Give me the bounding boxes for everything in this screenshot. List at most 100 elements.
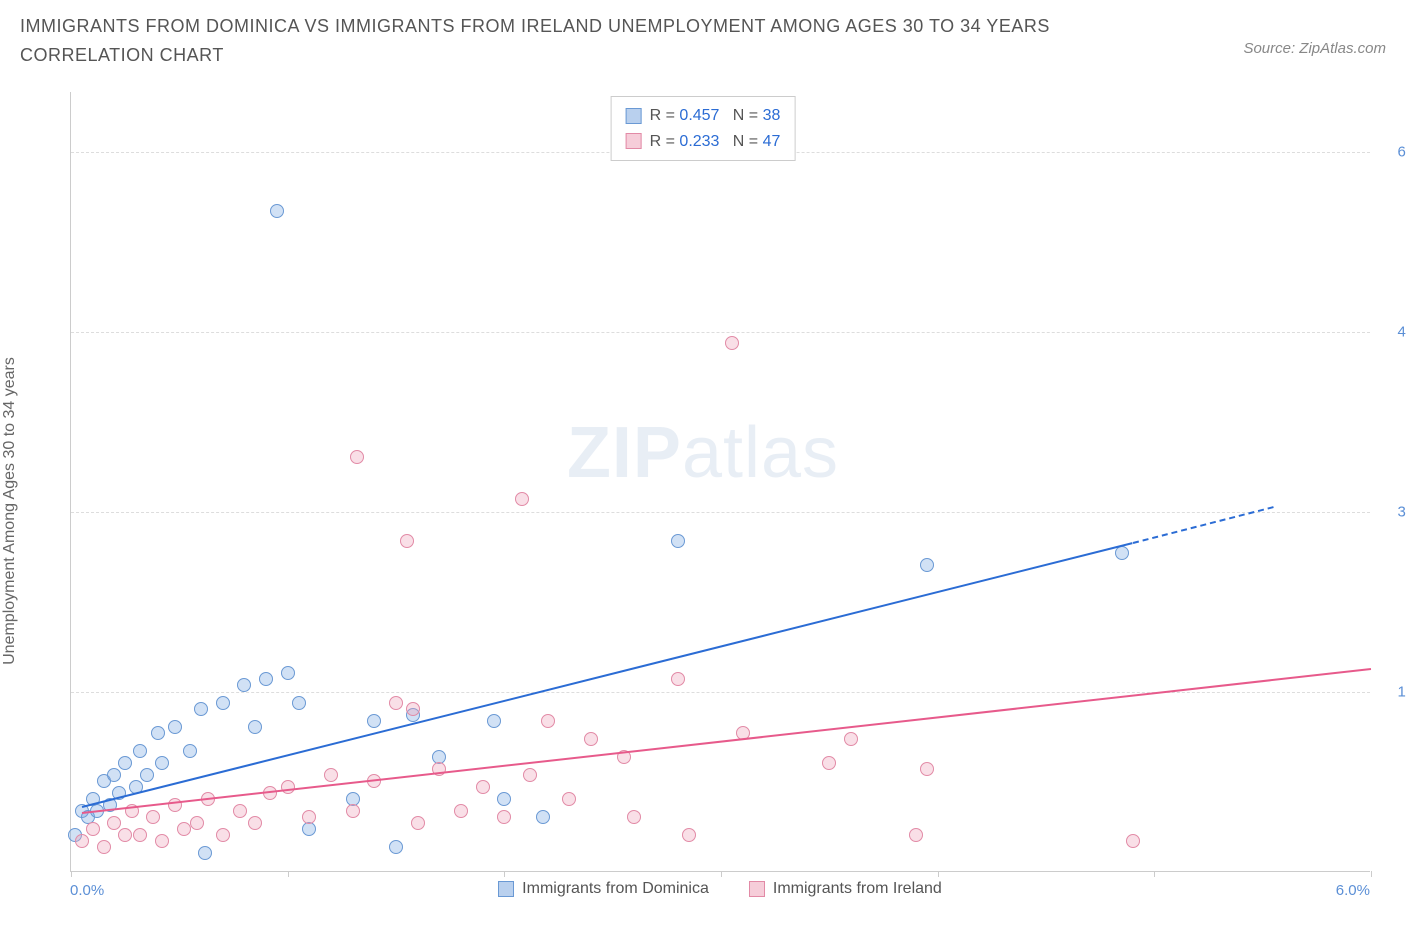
scatter-point	[324, 768, 338, 782]
x-tick	[71, 871, 72, 877]
scatter-point	[194, 702, 208, 716]
scatter-point	[146, 810, 160, 824]
scatter-point	[118, 756, 132, 770]
legend-swatch	[498, 881, 514, 897]
scatter-point	[270, 204, 284, 218]
legend-item: Immigrants from Dominica	[498, 880, 709, 898]
scatter-point	[346, 804, 360, 818]
legend-row: R = 0.233 N = 47	[626, 129, 781, 155]
scatter-point	[248, 816, 262, 830]
scatter-point	[1126, 834, 1140, 848]
y-tick-label: 30.0%	[1380, 504, 1406, 521]
scatter-point	[406, 702, 420, 716]
scatter-point	[237, 678, 251, 692]
scatter-point	[562, 792, 576, 806]
scatter-point	[133, 744, 147, 758]
x-tick	[1154, 871, 1155, 877]
scatter-point	[86, 822, 100, 836]
scatter-point	[350, 450, 364, 464]
scatter-point	[920, 762, 934, 776]
scatter-point	[177, 822, 191, 836]
scatter-point	[844, 732, 858, 746]
trend-line	[82, 668, 1371, 814]
legend-label: Immigrants from Dominica	[522, 880, 709, 898]
scatter-point	[151, 726, 165, 740]
scatter-point	[107, 768, 121, 782]
scatter-point	[155, 834, 169, 848]
scatter-point	[682, 828, 696, 842]
scatter-point	[118, 828, 132, 842]
scatter-point	[281, 666, 295, 680]
scatter-point	[97, 840, 111, 854]
y-tick-label: 15.0%	[1380, 684, 1406, 701]
legend-stats: R = 0.233 N = 47	[650, 129, 781, 155]
scatter-point	[140, 768, 154, 782]
scatter-point	[216, 696, 230, 710]
scatter-point	[248, 720, 262, 734]
x-tick	[938, 871, 939, 877]
y-axis-label: Unemployment Among Ages 30 to 34 years	[1, 357, 19, 665]
scatter-point	[367, 714, 381, 728]
scatter-point	[302, 822, 316, 836]
legend-item: Immigrants from Ireland	[749, 880, 942, 898]
scatter-point	[497, 810, 511, 824]
scatter-point	[302, 810, 316, 824]
scatter-point	[822, 756, 836, 770]
y-tick-label: 60.0%	[1380, 144, 1406, 161]
scatter-point	[389, 840, 403, 854]
scatter-point	[411, 816, 425, 830]
scatter-point	[216, 828, 230, 842]
series-legend: Immigrants from Dominica Immigrants from …	[70, 880, 1370, 898]
legend-swatch	[626, 133, 642, 149]
scatter-point	[1115, 546, 1129, 560]
scatter-point	[725, 336, 739, 350]
correlation-legend: R = 0.457 N = 38R = 0.233 N = 47	[611, 96, 796, 161]
scatter-point	[259, 672, 273, 686]
scatter-point	[190, 816, 204, 830]
trend-line	[82, 542, 1133, 808]
x-tick	[288, 871, 289, 877]
scatter-point	[233, 804, 247, 818]
scatter-point	[476, 780, 490, 794]
scatter-point	[133, 828, 147, 842]
legend-label: Immigrants from Ireland	[773, 880, 942, 898]
legend-swatch	[626, 108, 642, 124]
scatter-point	[515, 492, 529, 506]
scatter-point	[627, 810, 641, 824]
gridline	[71, 512, 1370, 513]
scatter-point	[536, 810, 550, 824]
x-tick	[721, 871, 722, 877]
legend-swatch	[749, 881, 765, 897]
scatter-point	[584, 732, 598, 746]
scatter-point	[75, 834, 89, 848]
y-tick-label: 45.0%	[1380, 324, 1406, 341]
scatter-point	[183, 744, 197, 758]
chart-container: Unemployment Among Ages 30 to 34 years 1…	[20, 92, 1386, 912]
gridline	[71, 332, 1370, 333]
plot-area: 15.0%30.0%45.0%60.0%	[70, 92, 1370, 872]
scatter-point	[155, 756, 169, 770]
scatter-point	[400, 534, 414, 548]
scatter-point	[389, 696, 403, 710]
scatter-point	[671, 534, 685, 548]
legend-stats: R = 0.457 N = 38	[650, 103, 781, 129]
source-attribution: Source: ZipAtlas.com	[1243, 40, 1386, 57]
scatter-point	[497, 792, 511, 806]
scatter-point	[292, 696, 306, 710]
scatter-point	[281, 780, 295, 794]
scatter-point	[198, 846, 212, 860]
scatter-point	[487, 714, 501, 728]
scatter-point	[454, 804, 468, 818]
scatter-point	[671, 672, 685, 686]
scatter-point	[541, 714, 555, 728]
scatter-point	[920, 558, 934, 572]
scatter-point	[523, 768, 537, 782]
x-tick	[504, 871, 505, 877]
scatter-point	[107, 816, 121, 830]
scatter-point	[168, 720, 182, 734]
x-tick	[1371, 871, 1372, 877]
chart-title: IMMIGRANTS FROM DOMINICA VS IMMIGRANTS F…	[20, 12, 1170, 70]
legend-row: R = 0.457 N = 38	[626, 103, 781, 129]
scatter-point	[909, 828, 923, 842]
gridline	[71, 692, 1370, 693]
